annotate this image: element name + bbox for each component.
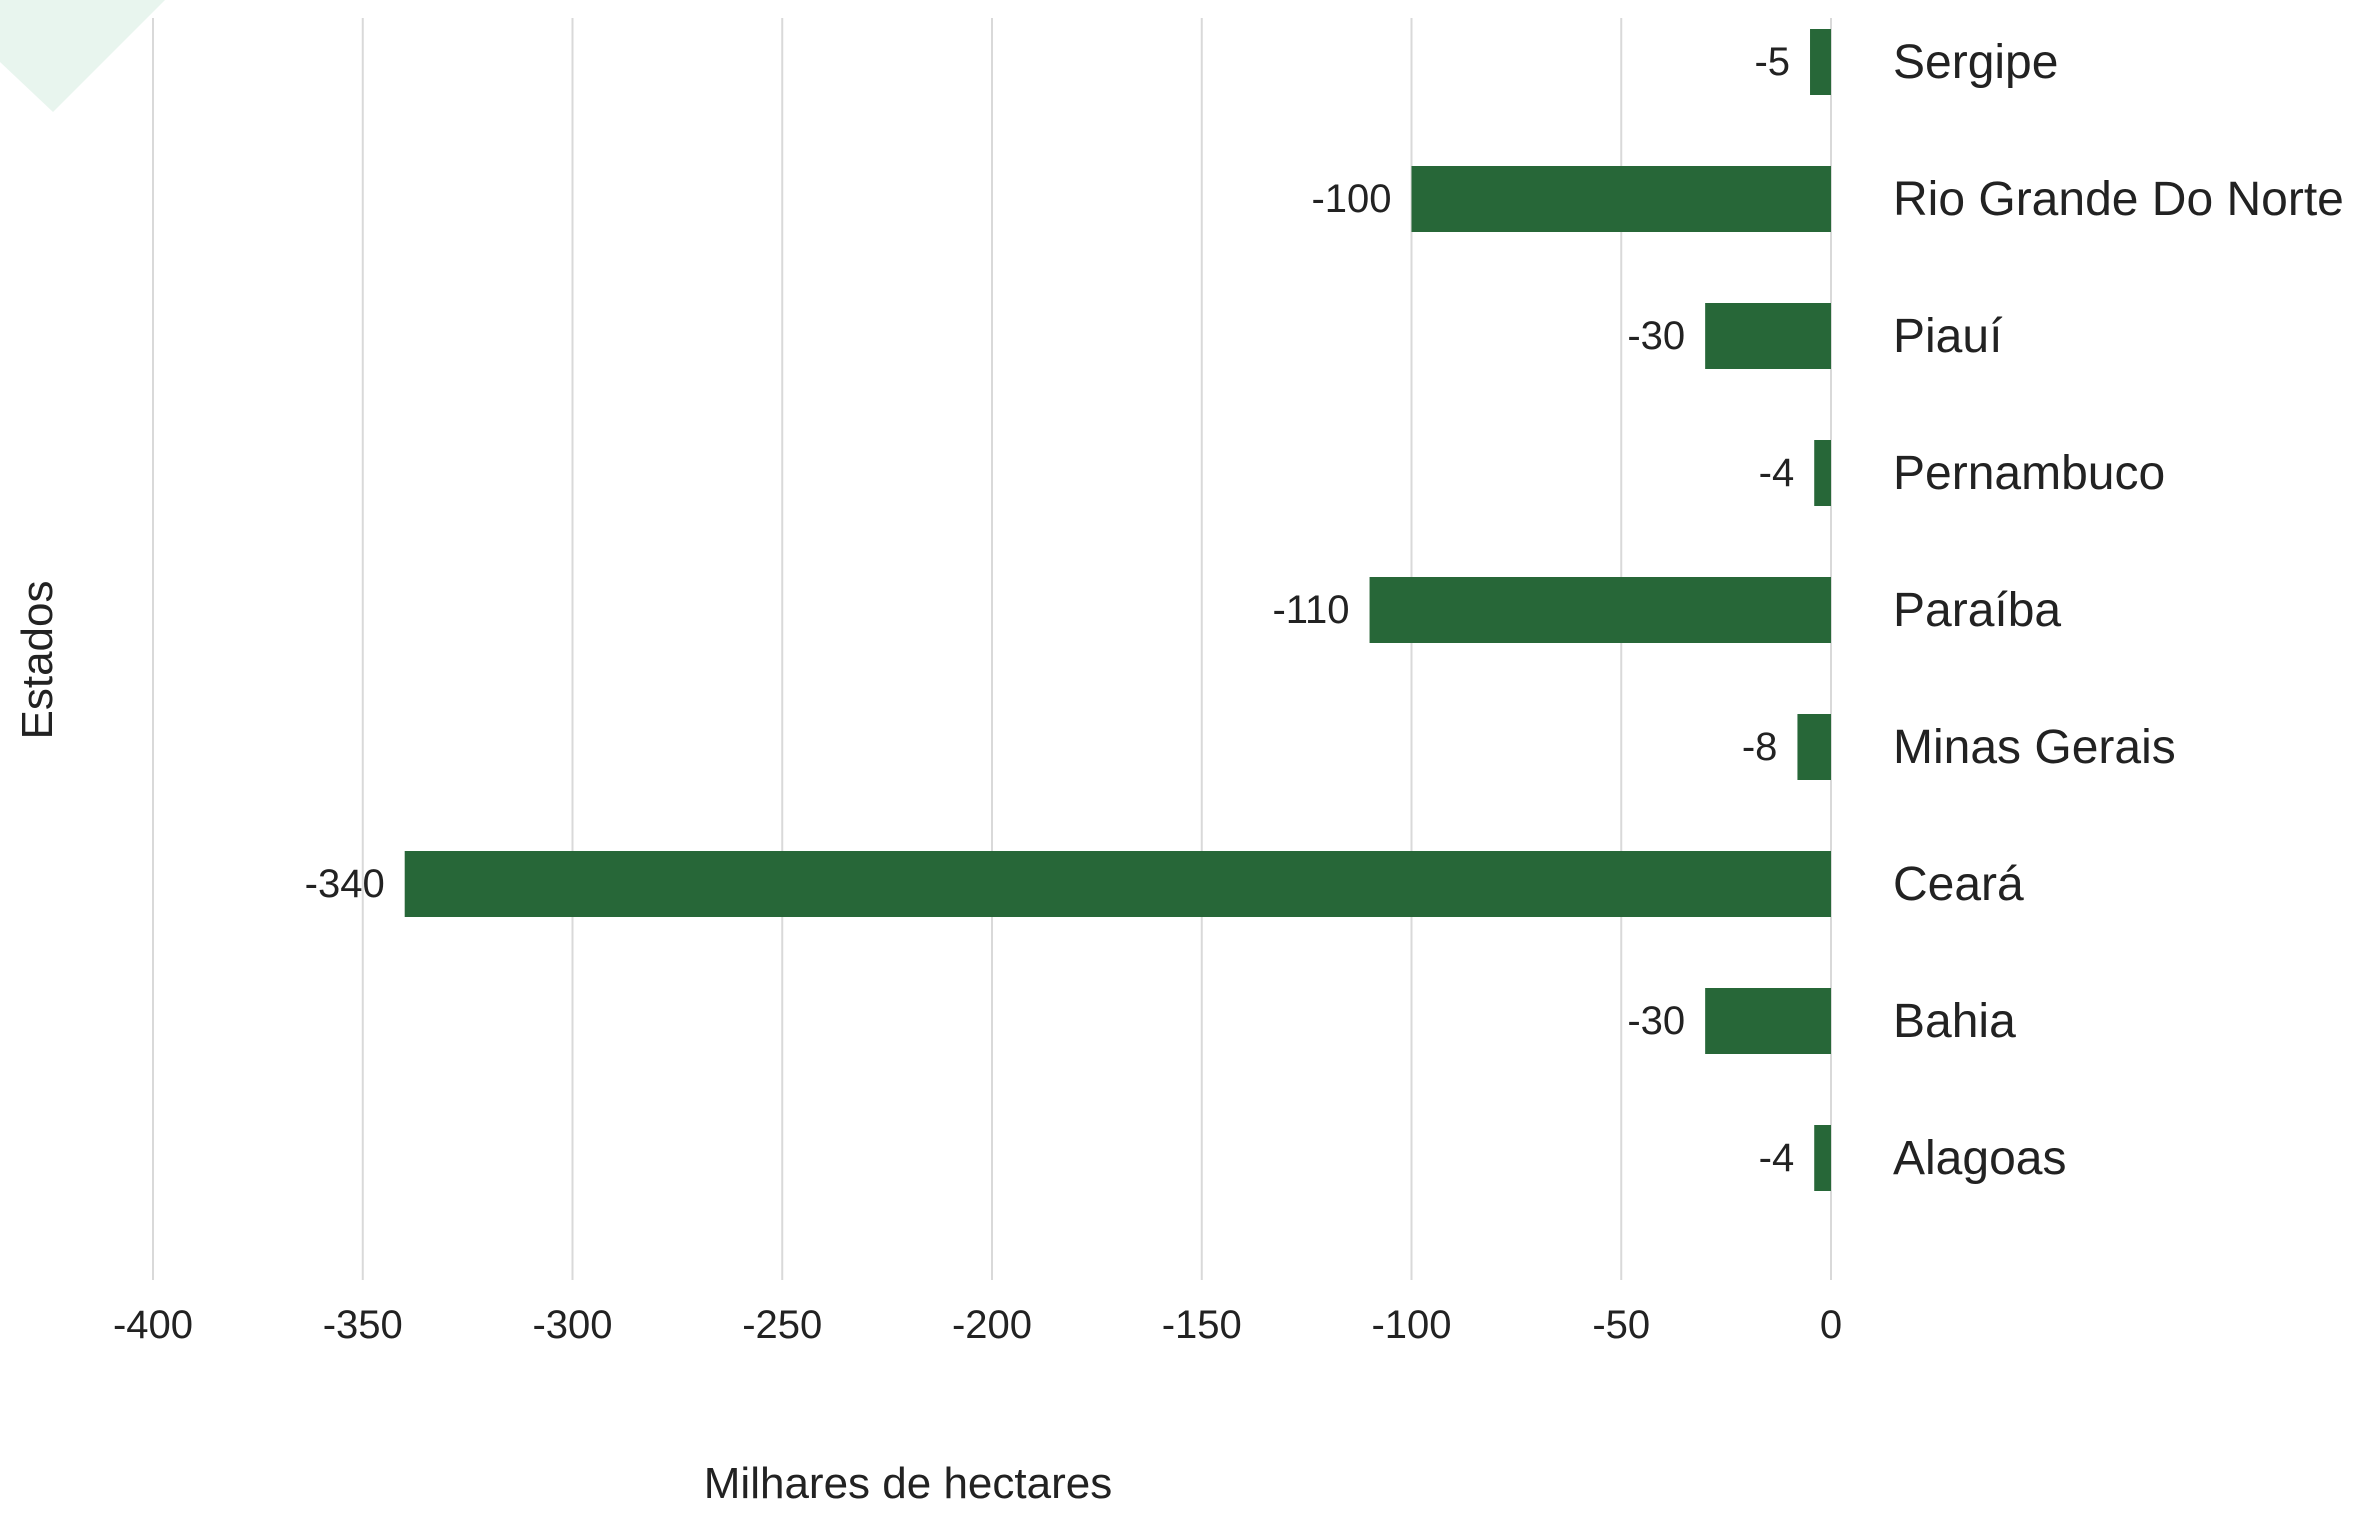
bar <box>1705 988 1831 1054</box>
x-tick-label: 0 <box>1820 1303 1842 1347</box>
bars <box>404 29 1832 1191</box>
data-label: -110 <box>1272 588 1349 632</box>
data-label: -340 <box>305 862 385 906</box>
category-label: Piauí <box>1893 310 2003 363</box>
bar <box>1810 29 1831 95</box>
bar <box>1705 303 1831 369</box>
data-label: -30 <box>1627 314 1685 358</box>
x-tick-label: -250 <box>742 1303 822 1347</box>
bar <box>1797 714 1831 780</box>
data-label: -5 <box>1754 40 1790 84</box>
category-labels: Sergipe Rio Grande Do Norte Piauí Pernambuc… <box>1893 36 2344 1185</box>
x-tick-label: -400 <box>113 1303 193 1347</box>
x-tick-label: -200 <box>952 1303 1032 1347</box>
x-tick-label: -300 <box>532 1303 612 1347</box>
y-axis-title: Estados <box>13 581 62 740</box>
bar <box>1411 166 1831 232</box>
x-tick-label: -100 <box>1371 1303 1451 1347</box>
category-label: Bahia <box>1893 995 2016 1048</box>
category-label: Rio Grande Do Norte <box>1893 173 2344 226</box>
x-tick-label: -50 <box>1592 1303 1650 1347</box>
bar <box>1814 1125 1831 1191</box>
data-label: -30 <box>1627 999 1685 1043</box>
bar <box>1814 440 1831 506</box>
data-label: -4 <box>1759 451 1795 495</box>
x-tick-labels: -400 -350 -300 -250 -200 -150 -100 -50 0 <box>113 1303 1842 1347</box>
category-label: Ceará <box>1893 858 2024 911</box>
x-axis-title: Milhares de hectares <box>704 1459 1112 1508</box>
category-label: Alagoas <box>1893 1132 2066 1185</box>
data-label: -4 <box>1759 1136 1795 1180</box>
x-tick-label: -150 <box>1162 1303 1242 1347</box>
category-label: Paraíba <box>1893 584 2061 637</box>
category-label: Minas Gerais <box>1893 721 2176 774</box>
bar <box>1369 577 1831 643</box>
corner-accent-shape <box>0 0 165 112</box>
data-label: -8 <box>1742 725 1778 769</box>
category-label: Sergipe <box>1893 36 2058 89</box>
x-tick-label: -350 <box>323 1303 403 1347</box>
data-labels: -5 -100 -30 -4 -110 -8 -340 -30 -4 <box>305 40 1795 1180</box>
bar <box>404 851 1832 917</box>
data-label: -100 <box>1311 177 1391 221</box>
category-label: Pernambuco <box>1893 447 2165 500</box>
